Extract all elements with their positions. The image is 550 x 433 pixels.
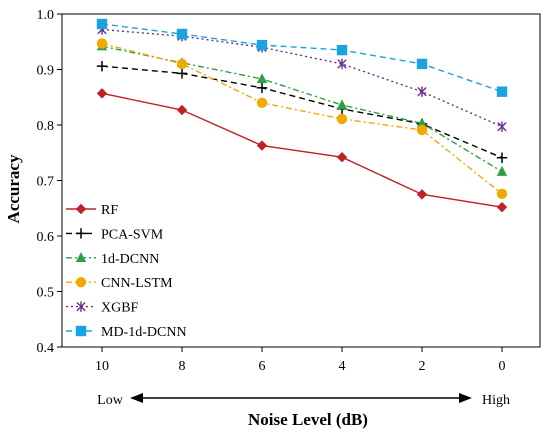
data-point xyxy=(336,151,348,163)
data-point xyxy=(496,86,508,97)
series-xgbf xyxy=(97,24,507,132)
data-point xyxy=(416,58,428,70)
legend-marker xyxy=(75,203,87,215)
legend-marker xyxy=(75,228,87,239)
data-point xyxy=(176,28,188,40)
legend-label: CNN-LSTM xyxy=(101,276,173,291)
data-point xyxy=(497,121,507,132)
x-tick-label: 8 xyxy=(179,359,186,374)
legend-item: XGBF xyxy=(66,301,139,316)
y-tick-label: 0.4 xyxy=(37,341,55,356)
legend-item: 1d-DCNN xyxy=(66,252,159,267)
legend-label: PCA-SVM xyxy=(101,227,164,242)
legend-label: MD-1d-DCNN xyxy=(101,325,187,340)
data-point xyxy=(256,97,268,109)
x-tick-label: 10 xyxy=(95,359,109,374)
legend-item: RF xyxy=(66,203,118,218)
x-tick-label: 6 xyxy=(259,359,266,374)
data-point xyxy=(96,88,108,99)
data-point xyxy=(336,44,348,56)
x-tick-label: 2 xyxy=(419,359,426,374)
data-point xyxy=(176,58,188,70)
data-point xyxy=(256,39,268,51)
y-tick-label: 0.6 xyxy=(37,230,55,245)
y-tick-label: 0.5 xyxy=(37,286,55,301)
data-point xyxy=(256,140,268,151)
data-point xyxy=(496,165,508,176)
y-tick-label: 1.0 xyxy=(37,8,55,23)
legend-marker xyxy=(76,301,86,312)
series-rf xyxy=(96,88,508,213)
y-tick-label: 0.9 xyxy=(37,64,55,79)
y-axis-ticks: 0.4 0.5 0.6 0.7 0.8 0.9 1.0 xyxy=(37,8,62,356)
data-point xyxy=(416,124,428,136)
data-point xyxy=(96,38,108,49)
data-point xyxy=(496,152,508,163)
legend-item: CNN-LSTM xyxy=(66,276,173,291)
x-tick-label: 4 xyxy=(339,359,346,374)
data-point xyxy=(336,99,348,110)
legend-item: MD-1d-DCNN xyxy=(66,325,187,340)
series-line xyxy=(101,28,503,128)
x-end-label-high: High xyxy=(482,393,510,408)
x-tick-label: 0 xyxy=(499,359,506,374)
x-end-label-low: Low xyxy=(97,393,124,408)
data-point xyxy=(176,68,188,79)
arrow-head-left xyxy=(130,393,143,403)
legend-item: PCA-SVM xyxy=(66,227,164,242)
series-line xyxy=(101,23,503,93)
data-point xyxy=(416,117,428,128)
data-point xyxy=(176,104,188,116)
data-point xyxy=(256,82,268,94)
y-tick-label: 0.8 xyxy=(37,119,55,134)
data-point xyxy=(337,58,347,70)
series-cnn-lstm xyxy=(96,38,508,200)
legend-marker xyxy=(75,325,87,337)
series-line xyxy=(101,45,503,173)
legend: RF PCA-SVM 1d-DCNN CNN-LSTM XGBF MD-1d-DCNN xyxy=(66,203,187,340)
plot-area xyxy=(61,13,541,348)
low-to-high-arrow xyxy=(130,393,472,403)
data-point xyxy=(336,113,348,125)
series-md-1d-dcnn xyxy=(96,18,508,97)
series-line xyxy=(101,65,503,159)
legend-marker xyxy=(75,252,87,262)
legend-label: RF xyxy=(101,203,118,218)
plot-border xyxy=(61,13,541,348)
data-point xyxy=(96,60,108,72)
arrow-head-right xyxy=(459,393,472,403)
data-point xyxy=(256,73,268,84)
series-line xyxy=(101,92,503,208)
y-tick-label: 0.7 xyxy=(37,175,55,190)
data-point xyxy=(417,86,427,97)
data-point xyxy=(496,201,508,213)
series-layer xyxy=(96,18,508,213)
data-point xyxy=(496,188,508,200)
x-axis-title: Noise Level (dB) xyxy=(248,410,368,429)
data-point xyxy=(416,189,428,200)
legend-label: 1d-DCNN xyxy=(101,252,159,267)
legend-label: XGBF xyxy=(101,301,139,316)
legend-marker xyxy=(75,277,87,288)
data-point xyxy=(96,18,108,30)
x-axis-ticks: 10 8 6 4 2 0 xyxy=(95,347,506,374)
series-line xyxy=(101,42,503,195)
y-axis-title: Accuracy xyxy=(4,154,23,223)
series-1d-dcnn xyxy=(96,40,508,176)
series-pca-svm xyxy=(96,60,508,163)
